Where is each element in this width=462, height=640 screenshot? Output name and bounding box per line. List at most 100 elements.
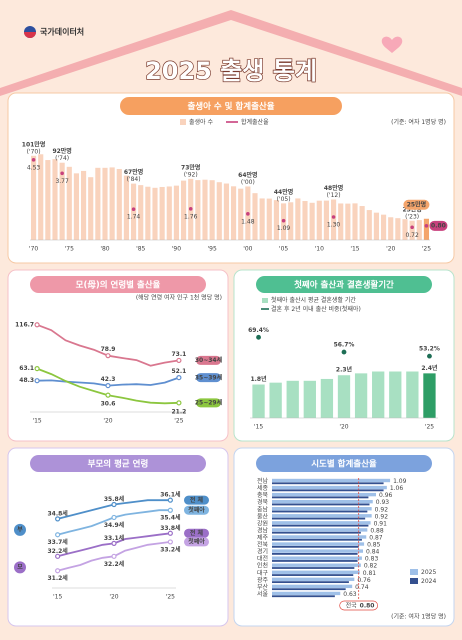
series-label: 30~34세 — [195, 356, 223, 364]
bar — [102, 167, 108, 240]
bar — [138, 185, 144, 240]
point — [176, 357, 182, 364]
bar — [59, 162, 65, 240]
x-tick-label: '05 — [279, 246, 288, 253]
bar-label: 0.92 — [375, 513, 389, 520]
x-tick-label: '15 — [254, 424, 263, 431]
bar-note: ('74) — [55, 155, 69, 162]
bar — [359, 206, 365, 240]
panel-title: 출생아 수 및 합계출산율 — [187, 101, 274, 112]
bar — [273, 200, 279, 240]
bar — [409, 220, 415, 240]
bar — [88, 177, 94, 240]
bar — [272, 549, 363, 553]
bar — [52, 159, 58, 240]
bar — [269, 382, 282, 418]
y-tick-label: 서울 — [257, 590, 269, 598]
legend-label: 출생아 수 — [189, 118, 213, 126]
bar — [423, 373, 436, 418]
org-name: 국가데이터처 — [40, 27, 84, 37]
point — [176, 400, 182, 406]
point — [256, 334, 261, 340]
legend-swatch — [262, 298, 268, 303]
bar — [323, 200, 329, 240]
bar-note: ('05) — [277, 196, 291, 203]
bar — [272, 517, 366, 520]
bar — [388, 217, 394, 240]
bar — [309, 202, 315, 240]
bar — [272, 507, 372, 511]
bar — [366, 210, 372, 240]
legend-label: 결혼 후 2년 이내 출산 비중(첫째아) — [271, 305, 361, 313]
page-title: 2025 출생 통계 — [145, 57, 317, 85]
bar — [395, 218, 401, 240]
bar — [272, 524, 369, 527]
bar-label: 0.83 — [365, 556, 379, 563]
bar-label: 0.81 — [363, 570, 377, 577]
point — [105, 382, 111, 389]
y-tick-label: 광주 — [257, 577, 269, 584]
panel-title: 첫째아 출산과 결혼생활기간 — [294, 280, 394, 291]
point-label: 33.7세 — [47, 538, 68, 546]
point-label: 33.1세 — [104, 534, 125, 542]
bar — [272, 588, 346, 591]
point-label: 116.7 — [15, 321, 34, 328]
bar — [272, 510, 368, 513]
point — [34, 365, 40, 372]
bar-label: 0.76 — [357, 577, 371, 584]
legend-swatch — [180, 119, 186, 125]
bar-label: 0.88 — [370, 527, 384, 534]
bar — [272, 581, 349, 584]
heart — [381, 36, 403, 53]
bar-label: 0.74 — [355, 584, 369, 591]
bar — [402, 219, 408, 240]
line-label: 56.7% — [334, 342, 355, 349]
bar-label: 0.85 — [367, 542, 381, 549]
bar-label: 2.3년 — [336, 366, 353, 374]
x-tick-label: '80 — [100, 246, 109, 253]
x-tick-label: '15 — [53, 594, 62, 601]
point-label: 30.6 — [101, 401, 116, 408]
group-label: 부 — [17, 526, 23, 534]
bar — [45, 160, 51, 240]
bar — [95, 167, 101, 240]
bar — [272, 499, 373, 504]
bar — [272, 528, 368, 532]
panel-header — [256, 276, 432, 293]
bar-label: 44만명 — [274, 188, 293, 196]
legend-label: 2024 — [421, 578, 436, 585]
logo-half — [24, 32, 36, 38]
point — [176, 374, 182, 381]
bar — [381, 214, 387, 240]
panel-title: 부모의 평균 연령 — [88, 459, 149, 470]
point — [31, 158, 36, 162]
bar-label: 92만명 — [52, 147, 71, 155]
point — [246, 212, 250, 216]
x-tick-label: '25 — [425, 424, 434, 431]
bar — [423, 218, 429, 240]
bar — [181, 180, 187, 240]
bar — [166, 186, 172, 240]
bar — [372, 371, 385, 418]
bar — [173, 185, 179, 240]
bar — [123, 175, 129, 240]
bar — [345, 203, 351, 240]
point-label: 32.2세 — [47, 547, 68, 555]
bar — [272, 478, 391, 483]
series-label: 첫째아 — [188, 538, 205, 546]
x-tick-label: '90 — [172, 246, 181, 253]
bar — [272, 595, 335, 598]
bar — [373, 212, 379, 240]
y-tick-label: 강원 — [257, 519, 268, 527]
y-tick-label: 부산 — [257, 583, 269, 591]
bar — [38, 154, 44, 240]
series-label: 전 체 — [190, 529, 204, 537]
point-label: 42.3 — [101, 376, 116, 383]
bar-note: ('84) — [127, 176, 141, 183]
bar-note: ('00) — [241, 179, 255, 186]
bar — [303, 380, 316, 418]
point-label: 35.4세 — [160, 514, 181, 522]
point — [410, 225, 414, 230]
line-label: 53.2% — [419, 346, 440, 353]
